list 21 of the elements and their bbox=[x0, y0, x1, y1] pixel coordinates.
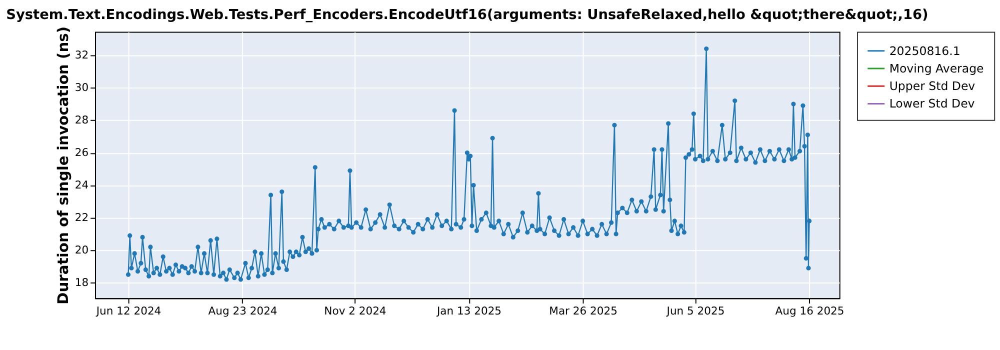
y-tick-label: 30 bbox=[74, 81, 89, 94]
y-tick-label: 18 bbox=[74, 276, 89, 290]
y-tick-label: 28 bbox=[74, 114, 89, 127]
x-tick-label: Jun 12 2024 bbox=[95, 304, 162, 318]
x-tick-label: Mar 26 2025 bbox=[549, 304, 618, 318]
y-tick-label: 32 bbox=[74, 48, 89, 62]
y-axis-title: Duration of single invocation (ns) bbox=[55, 26, 72, 304]
y-tick-label: 26 bbox=[74, 146, 89, 160]
y-tick-label: 22 bbox=[74, 211, 89, 224]
chart-title: System.Text.Encodings.Web.Tests.Perf_Encoders.EncodeUtf16(arguments: UnsafeRelaxed,hello &quot;there&quot;,16) bbox=[6, 7, 928, 24]
x-tick-label: Aug 23 2024 bbox=[208, 304, 278, 318]
x-tick-label: Jun 5 2025 bbox=[666, 304, 725, 318]
legend-label: Upper Std Dev bbox=[889, 79, 976, 94]
x-tick-label: Aug 16 2025 bbox=[775, 304, 844, 318]
legend-label: Lower Std Dev bbox=[889, 96, 975, 111]
legend-label: Moving Average bbox=[889, 61, 984, 76]
x-tick-label: Jan 13 2025 bbox=[436, 304, 502, 318]
legend-label: 20250816.1 bbox=[889, 44, 960, 58]
x-tick-label: Nov 2 2024 bbox=[324, 304, 386, 318]
y-tick-label: 24 bbox=[74, 178, 89, 192]
y-tick-label: 20 bbox=[74, 244, 89, 257]
